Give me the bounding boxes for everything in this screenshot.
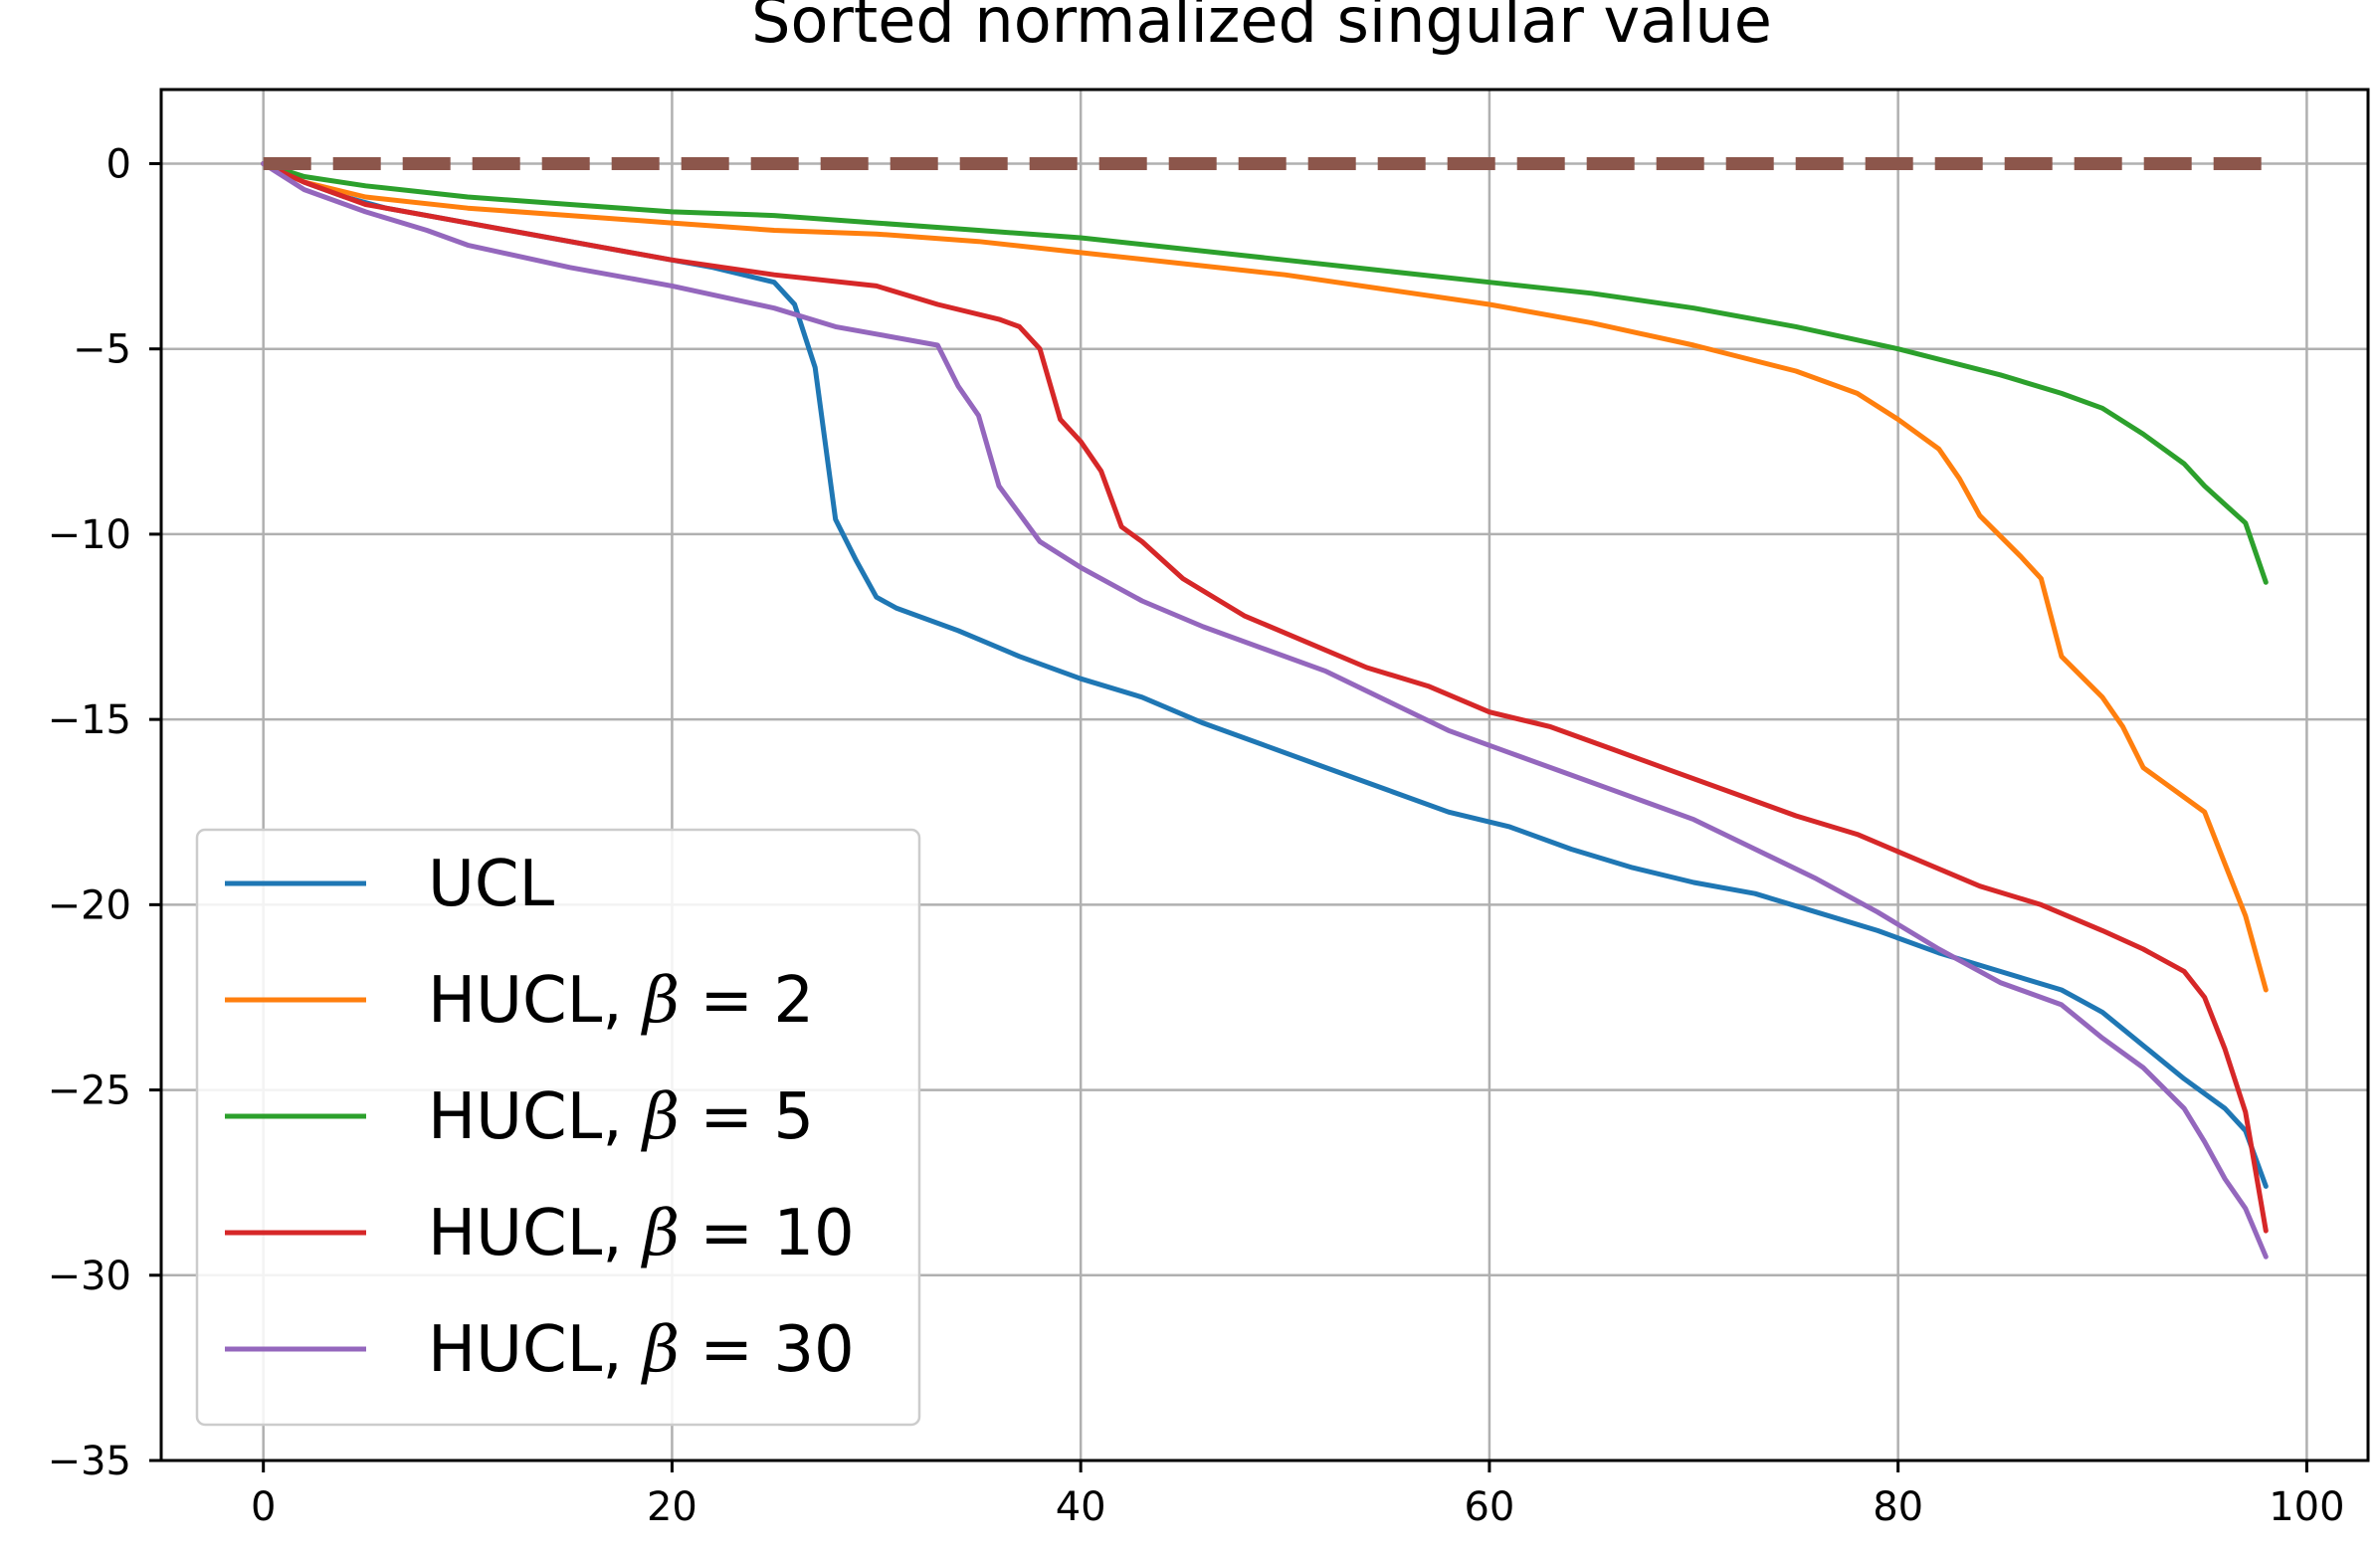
legend-box [195, 828, 921, 1427]
series-line [261, 161, 2269, 585]
legend-label: HUCL, β = 30 [428, 1313, 855, 1387]
y-tick-label: −20 [48, 882, 131, 928]
legend-label: HUCL, β = 5 [428, 1080, 814, 1154]
chart-title: Sorted normalized singular value [751, 0, 1772, 57]
axis-ticks: 0 20 40 60 80 100 0 −5 −10 −15 −20 −25 −30 −35 [48, 141, 2345, 1530]
x-tick-label: 60 [1464, 1484, 1514, 1530]
x-tick-label: 40 [1056, 1484, 1106, 1530]
legend-label: UCL [428, 848, 555, 921]
x-tick-label: 80 [1873, 1484, 1923, 1530]
series-line [261, 161, 2269, 993]
legend: UCL HUCL, β = 2 HUCL, β = 5 HUCL, β = 10 HUC… [195, 828, 921, 1427]
legend-label: HUCL, β = 2 [428, 964, 814, 1038]
x-tick-label: 20 [647, 1484, 697, 1530]
x-tick-label: 0 [251, 1484, 276, 1530]
y-tick-label: −15 [48, 697, 131, 743]
y-tick-label: −5 [73, 327, 131, 373]
y-tick-label: −25 [48, 1069, 131, 1114]
legend-label: HUCL, β = 10 [428, 1197, 855, 1270]
series-line [261, 161, 2269, 1234]
series-layer [261, 157, 2269, 1260]
y-tick-label: −10 [48, 512, 131, 558]
y-tick-label: 0 [106, 141, 131, 187]
x-tick-label: 100 [2269, 1484, 2344, 1530]
plot-frame [159, 88, 2370, 1462]
y-tick-label: −30 [48, 1254, 131, 1299]
series-line [261, 161, 2269, 1260]
y-tick-label: −35 [48, 1439, 131, 1484]
